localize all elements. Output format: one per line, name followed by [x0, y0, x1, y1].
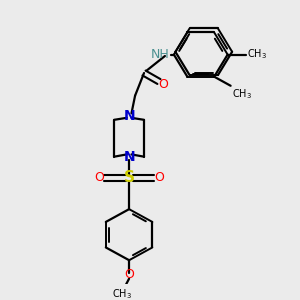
Text: CH$_3$: CH$_3$	[247, 48, 267, 62]
Text: CH$_3$: CH$_3$	[112, 287, 132, 300]
Text: O: O	[94, 172, 104, 184]
Text: O: O	[124, 268, 134, 281]
Text: NH: NH	[151, 48, 169, 61]
Text: N: N	[123, 109, 135, 123]
Text: O: O	[154, 172, 164, 184]
Text: O: O	[158, 78, 168, 91]
Text: N: N	[123, 150, 135, 164]
Text: S: S	[124, 170, 135, 185]
Text: CH$_3$: CH$_3$	[232, 88, 252, 101]
